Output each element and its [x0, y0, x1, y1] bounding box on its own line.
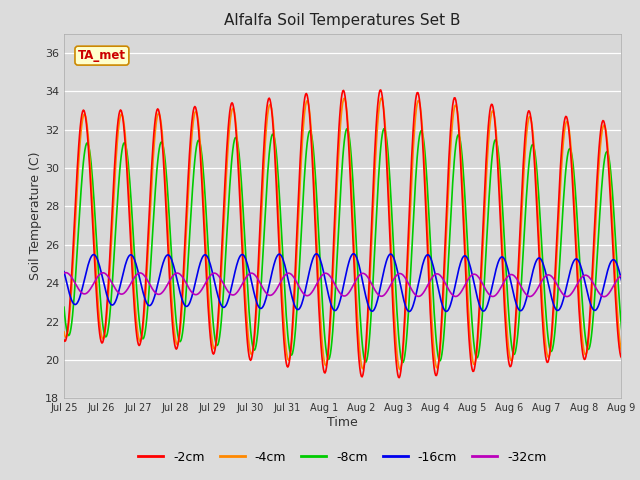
Title: Alfalfa Soil Temperatures Set B: Alfalfa Soil Temperatures Set B: [224, 13, 461, 28]
Text: TA_met: TA_met: [78, 49, 126, 62]
Y-axis label: Soil Temperature (C): Soil Temperature (C): [29, 152, 42, 280]
X-axis label: Time: Time: [327, 416, 358, 429]
Legend: -2cm, -4cm, -8cm, -16cm, -32cm: -2cm, -4cm, -8cm, -16cm, -32cm: [133, 446, 552, 469]
